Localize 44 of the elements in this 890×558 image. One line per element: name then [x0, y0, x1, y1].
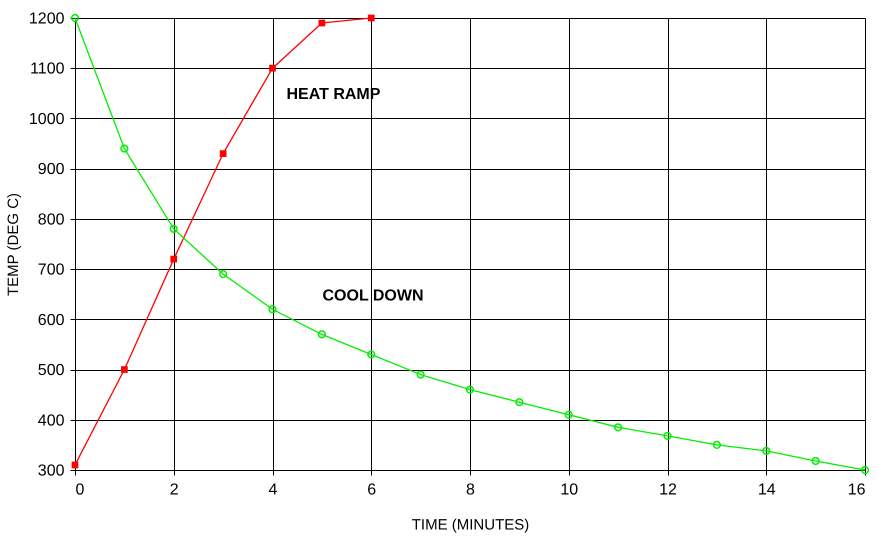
x-tick-label: 8	[466, 482, 476, 498]
point	[269, 64, 276, 72]
y-tick-label: 600	[38, 312, 65, 329]
x-axis-title: TIME (MINUTES)	[412, 516, 530, 534]
point	[367, 350, 376, 359]
y-tick-label: 700	[38, 262, 65, 279]
point	[368, 14, 375, 22]
y-tick-label: 1200	[28, 10, 65, 28]
point	[170, 224, 178, 234]
point	[170, 256, 178, 262]
y-tick-label: 1100	[30, 60, 65, 78]
x-tick-label: 2	[170, 482, 179, 498]
x-tick-label: 10	[560, 482, 578, 498]
point	[318, 20, 326, 26]
point	[466, 386, 474, 394]
point	[614, 423, 622, 432]
point	[663, 432, 672, 440]
point	[120, 144, 128, 153]
y-tick-label: 400	[38, 412, 65, 430]
point	[220, 150, 226, 157]
x-tick-label: 6	[367, 482, 376, 498]
point	[219, 270, 228, 278]
x-tick-label: 12	[659, 482, 677, 498]
x-tick-label: 16	[848, 482, 866, 498]
y-tick-label: 500	[38, 362, 65, 380]
y-tick-label: 900	[38, 161, 65, 178]
point	[416, 370, 425, 379]
x-tick-label: 0	[76, 482, 84, 498]
point	[762, 446, 770, 456]
y-tick-label: 800	[38, 211, 65, 228]
point	[318, 330, 326, 338]
point	[72, 462, 78, 468]
point	[564, 410, 573, 419]
point	[515, 398, 524, 406]
point	[812, 456, 820, 466]
series-label: COOL DOWN	[322, 287, 424, 304]
y-tick-label: 1000	[28, 110, 65, 128]
point	[712, 440, 721, 449]
y-axis-title: TEMP (DEG C)	[4, 192, 22, 296]
point	[121, 366, 128, 373]
x-tick-label: 14	[758, 482, 776, 498]
point	[268, 305, 277, 314]
y-tick-label: 300	[38, 462, 65, 480]
x-tick-label: 4	[268, 482, 278, 498]
